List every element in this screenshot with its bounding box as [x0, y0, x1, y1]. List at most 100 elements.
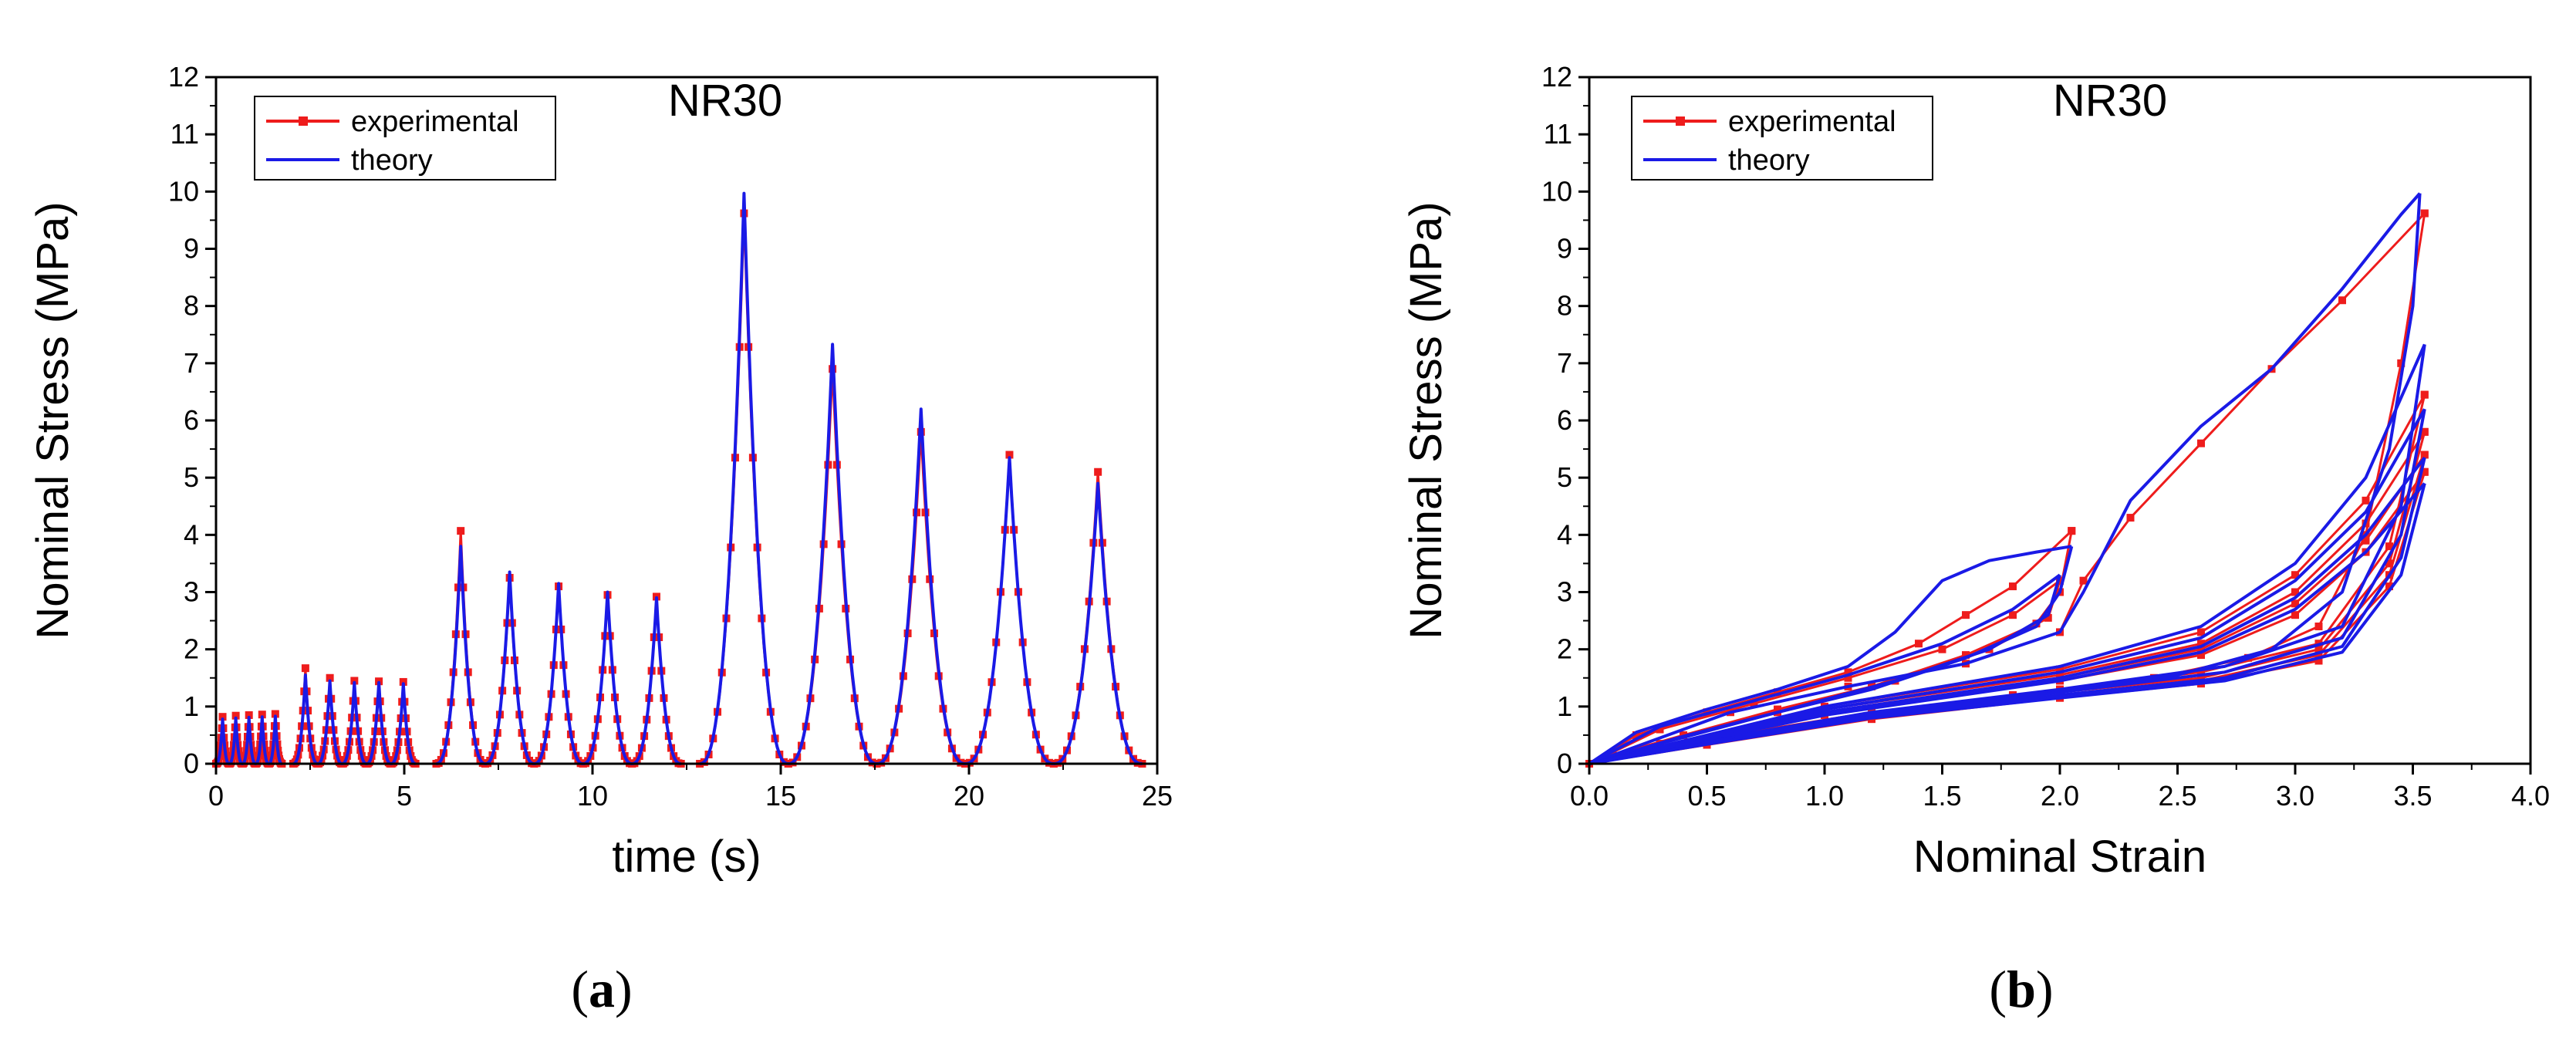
chart-b-y-tick-label: 8 — [1557, 290, 1572, 322]
chart-a-theory-line — [254, 715, 270, 765]
chart-a-legend-label-theory: theory — [351, 144, 433, 177]
panel-label-b: (b) — [1989, 960, 2053, 1018]
chart-b-legend-marker-experimental — [1676, 116, 1685, 126]
chart-b-experimental-marker — [2197, 651, 2205, 660]
chart-a-y-tick-label: 1 — [184, 690, 199, 722]
chart-b-experimental-marker — [2362, 496, 2370, 505]
chart-b-x-tick-label: 2.0 — [2041, 780, 2079, 812]
chart-a-y-tick-label: 4 — [184, 518, 199, 550]
chart-a-y-tick-label: 9 — [184, 233, 199, 265]
chart-b-plot-area — [1585, 192, 2429, 768]
chart-a-experimental-marker — [399, 677, 407, 686]
chart-b-theory-line — [1588, 574, 2061, 765]
chart-b-experimental-marker — [2397, 359, 2406, 367]
chart-b-x-tick-label: 0.5 — [1687, 780, 1726, 812]
chart-a-theory-line — [214, 717, 231, 765]
chart-a-y-tick-label: 10 — [168, 175, 199, 207]
chart-b-theory-line — [1588, 408, 2426, 765]
chart-a-experimental-marker — [245, 711, 253, 719]
chart-b-experimental-marker — [2291, 599, 2299, 608]
chart-b-experimental-marker — [2420, 451, 2429, 459]
chart-b-experimental-marker — [2009, 582, 2017, 591]
chart-a-y-axis-title: Nominal Stress (MPa) — [28, 201, 78, 639]
chart-b-y-tick-label: 11 — [1544, 118, 1572, 150]
chart-b-x-tick-label: 0.0 — [1570, 780, 1609, 812]
chart-a-experimental-marker — [301, 664, 309, 673]
chart-a-theory-line — [292, 673, 319, 765]
chart-a-experimental-marker — [231, 711, 240, 720]
chart-b-y-tick-label: 5 — [1557, 461, 1572, 493]
chart-b-y-tick-label: 3 — [1557, 576, 1572, 608]
chart-a-theory-line — [582, 590, 633, 765]
chart-a-x-tick-label: 5 — [397, 780, 412, 812]
chart-b-experimental-marker — [2385, 582, 2393, 591]
chart-b-y-tick-label: 9 — [1557, 233, 1572, 265]
chart-b-experimental-marker — [2197, 645, 2205, 653]
chart-b-x-tick-label: 1.5 — [1923, 780, 1961, 812]
chart-b-experimental-line — [1588, 580, 2061, 765]
chart-a-theory-line — [228, 716, 244, 765]
chart-b-experimental-marker — [2068, 527, 2076, 535]
chart-a-y-tick-label: 12 — [168, 61, 199, 93]
chart-a-experimental-marker — [1094, 467, 1102, 476]
chart-a-theory-line — [390, 682, 417, 765]
chart-b-experimental-marker — [2314, 657, 2323, 665]
chart-b-experimental-marker — [1844, 668, 1852, 677]
chart-b-y-tick-label: 4 — [1557, 518, 1572, 550]
chart-a-theory-line — [533, 582, 584, 765]
chart-b-experimental-marker — [2197, 439, 2205, 447]
chart-b-experimental-marker — [1938, 645, 1946, 653]
chart-b-theory-line — [1588, 482, 2426, 765]
chart-a-theory-line — [316, 679, 343, 765]
chart-b-theory-line — [1588, 545, 2072, 765]
chart-b-experimental-marker — [1962, 651, 1970, 660]
chart-b-theory-line — [1588, 192, 2422, 765]
chart-a-experimental-marker — [457, 527, 465, 535]
chart-a-experimental-line — [964, 454, 1054, 765]
chart-b-experimental-marker — [2197, 668, 2205, 677]
chart-a-experimental-marker — [350, 677, 359, 685]
chart-a-y-tick-label: 2 — [184, 633, 199, 665]
chart-b-x-axis-title: Nominal Strain — [1913, 832, 2206, 882]
chart-a-series-theory — [214, 191, 1143, 765]
chart-b-experimental-marker — [1774, 688, 1781, 697]
chart-b-experimental-marker — [2056, 576, 2064, 585]
chart-b-experimental-marker — [2314, 623, 2323, 630]
chart-a-y-tick-label: 6 — [184, 404, 199, 436]
chart-b-experimental-marker — [2362, 536, 2370, 545]
chart-a-legend-label-experimental: experimental — [351, 106, 519, 138]
chart-b-y-axis-title: Nominal Stress (MPa) — [1401, 201, 1451, 639]
chart-a-theory-line — [484, 570, 535, 765]
chart-b-experimental-marker — [2009, 611, 2017, 619]
chart-b-experimental-marker — [1844, 673, 1852, 682]
chart-a-experimental-marker — [218, 713, 227, 721]
chart-a-plot-area — [212, 191, 1146, 768]
chart-b-legend-box — [1631, 96, 1933, 181]
chart-b-experimental-marker — [1915, 640, 1923, 648]
chart-b-experimental-line — [1588, 579, 2061, 765]
chart-b-y-tick-label: 2 — [1557, 633, 1572, 665]
chart-a-y-tick-label: 3 — [184, 576, 199, 608]
chart-a-legend-marker-experimental — [299, 116, 308, 126]
chart-a-x-tick-label: 0 — [208, 780, 224, 812]
chart-a-experimental-marker — [258, 711, 266, 719]
chart-b-experimental-marker — [2291, 588, 2299, 596]
chart-b-series-theory — [1588, 192, 2426, 765]
chart-b-experimental-marker — [2291, 571, 2299, 579]
chart-b-experimental-marker — [2338, 296, 2346, 305]
chart-a-theory-line — [436, 545, 486, 765]
chart-b-experimental-marker — [2291, 611, 2299, 619]
chart-a-x-axis-title: time (s) — [612, 832, 761, 882]
chart-b-legend-label-experimental: experimental — [1728, 106, 1896, 138]
chart-a-x-tick-label: 10 — [577, 780, 608, 812]
chart-a-legend: experimental theory — [254, 96, 556, 181]
chart-a-x-tick-label: 25 — [1142, 780, 1173, 812]
chart-a-experimental-marker — [271, 710, 279, 718]
chart-b-experimental-marker — [2314, 645, 2323, 653]
chart-b-experimental-marker — [1656, 725, 1664, 734]
chart-b-experimental-marker — [2420, 467, 2429, 476]
chart-b-experimental-marker — [2420, 427, 2429, 436]
chart-b-experimental-marker — [2385, 542, 2393, 551]
